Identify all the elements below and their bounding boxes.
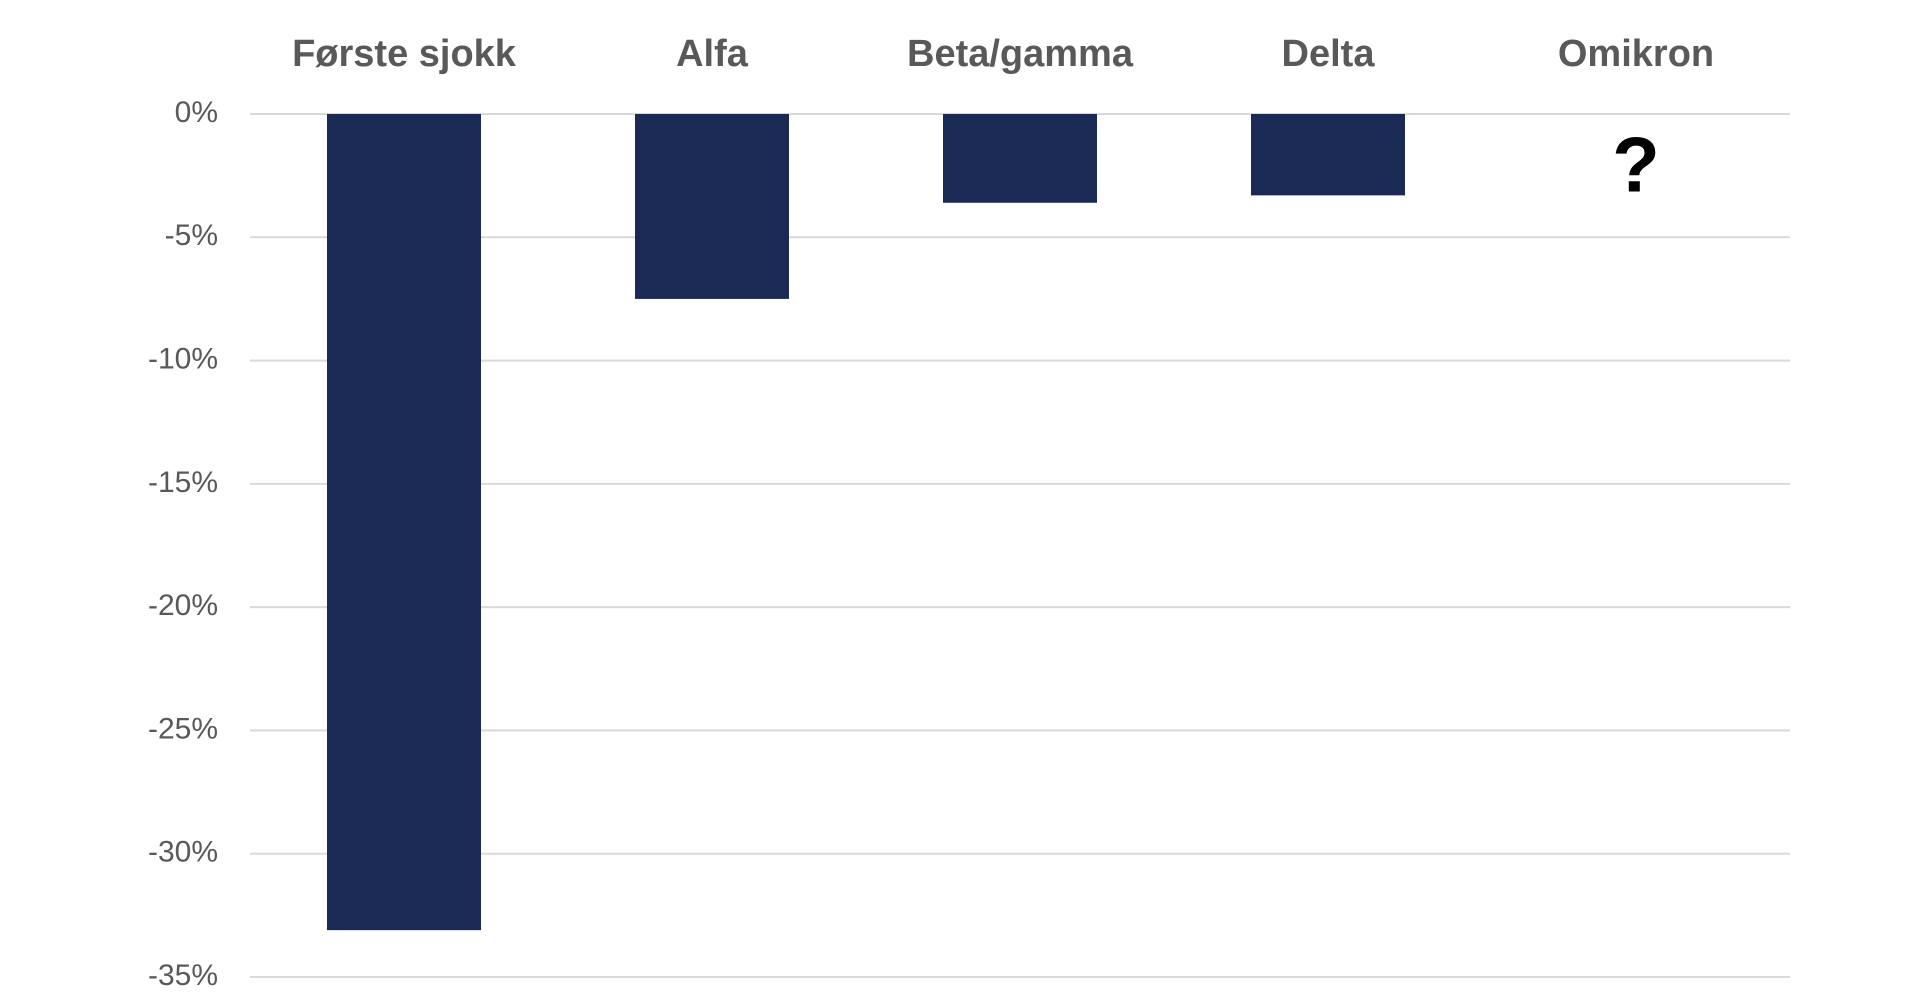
y-tick-label: -20% bbox=[148, 589, 218, 622]
category-label: Beta/gamma bbox=[907, 33, 1134, 75]
category-label: Delta bbox=[1282, 33, 1376, 75]
bars bbox=[327, 114, 1405, 931]
y-tick-label: -35% bbox=[148, 959, 218, 992]
bar bbox=[1251, 114, 1405, 196]
category-label: Omikron bbox=[1558, 33, 1714, 75]
y-tick-label: -30% bbox=[148, 836, 218, 869]
gridlines bbox=[250, 113, 1790, 978]
y-tick-label: -25% bbox=[148, 712, 218, 745]
y-axis-tick-labels: 0% -5% -10% -15% -20% -25% -30% -35% bbox=[148, 96, 218, 992]
annotation-question-mark: ? bbox=[1612, 120, 1660, 208]
category-label: Første sjokk bbox=[292, 33, 517, 75]
annotations: ? bbox=[1612, 120, 1660, 208]
bar bbox=[327, 114, 481, 931]
y-tick-label: -10% bbox=[148, 342, 218, 375]
bar bbox=[635, 114, 789, 299]
y-tick-label: -5% bbox=[165, 219, 218, 252]
bar bbox=[943, 114, 1097, 203]
y-tick-label: 0% bbox=[175, 96, 218, 129]
y-tick-label: -15% bbox=[148, 466, 218, 499]
category-labels: Første sjokk Alfa Beta/gamma Delta Omikron bbox=[292, 33, 1714, 75]
category-label: Alfa bbox=[676, 33, 749, 75]
